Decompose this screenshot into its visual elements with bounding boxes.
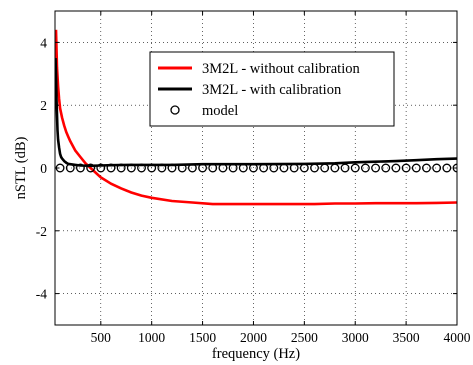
- model-point: [340, 163, 350, 173]
- model-point: [75, 163, 85, 173]
- model-point: [157, 163, 167, 173]
- model-point: [96, 163, 106, 173]
- model-point: [401, 163, 411, 173]
- model-point: [442, 163, 452, 173]
- model-point: [218, 163, 228, 173]
- model-point: [320, 163, 330, 173]
- model-point: [238, 163, 248, 173]
- model-point: [350, 163, 360, 173]
- y-tick-label: -4: [36, 287, 47, 302]
- x-axis-label: frequency (Hz): [212, 346, 300, 362]
- series-line-0: [55, 29, 457, 206]
- model-point: [310, 163, 319, 173]
- x-tick-label: 3500: [393, 330, 420, 345]
- model-point: [360, 163, 370, 173]
- y-tick-label: 4: [40, 35, 47, 50]
- model-point: [187, 163, 197, 173]
- model-point: [411, 163, 421, 173]
- model-point: [198, 163, 208, 173]
- y-tick-label: 0: [40, 161, 47, 176]
- legend-swatch-2: [170, 105, 180, 115]
- legend-label-1: 3M2L - with calibration: [202, 82, 342, 98]
- model-point: [137, 163, 146, 173]
- series-line-1: [55, 58, 457, 168]
- model-point: [208, 163, 218, 173]
- legend-label-0: 3M2L - without calibration: [202, 61, 360, 77]
- x-tick-label: 1000: [138, 330, 165, 345]
- model-point: [422, 163, 431, 173]
- model-point: [249, 163, 258, 173]
- x-tick-label: 4000: [444, 330, 471, 345]
- x-tick-label: 500: [91, 330, 112, 345]
- model-point: [228, 163, 238, 173]
- model-point: [86, 163, 96, 173]
- model-point: [432, 163, 442, 173]
- model-point: [299, 163, 309, 173]
- model-point: [330, 163, 340, 173]
- model-point: [279, 163, 289, 173]
- x-tick-label: 1500: [189, 330, 216, 345]
- model-point: [289, 163, 299, 173]
- y-tick-label: 2: [40, 98, 47, 113]
- model-point: [381, 163, 391, 173]
- series-layer: [55, 29, 457, 206]
- model-point: [147, 163, 157, 173]
- model-point: [126, 163, 136, 173]
- model-point: [167, 163, 177, 173]
- y-tick-label: -2: [36, 224, 47, 239]
- model-point: [259, 163, 269, 173]
- model-point: [269, 163, 279, 173]
- model-point: [177, 163, 187, 173]
- model-point: [116, 163, 126, 173]
- y-axis-label: nSTL (dB): [13, 136, 29, 199]
- model-point: [65, 163, 75, 173]
- model-point: [371, 163, 381, 173]
- ticks: 500 1000 1500 2000 2500 3000 3500 4000 -4 -2 0 2 4: [36, 11, 471, 345]
- x-tick-label: 2000: [240, 330, 267, 345]
- model-point: [391, 163, 401, 173]
- model-point: [106, 163, 116, 173]
- x-tick-label: 3000: [342, 330, 369, 345]
- legend: 3M2L - without calibration 3M2L - with ca…: [149, 51, 395, 127]
- x-tick-label: 2500: [291, 330, 318, 345]
- legend-label-2: model: [202, 103, 238, 119]
